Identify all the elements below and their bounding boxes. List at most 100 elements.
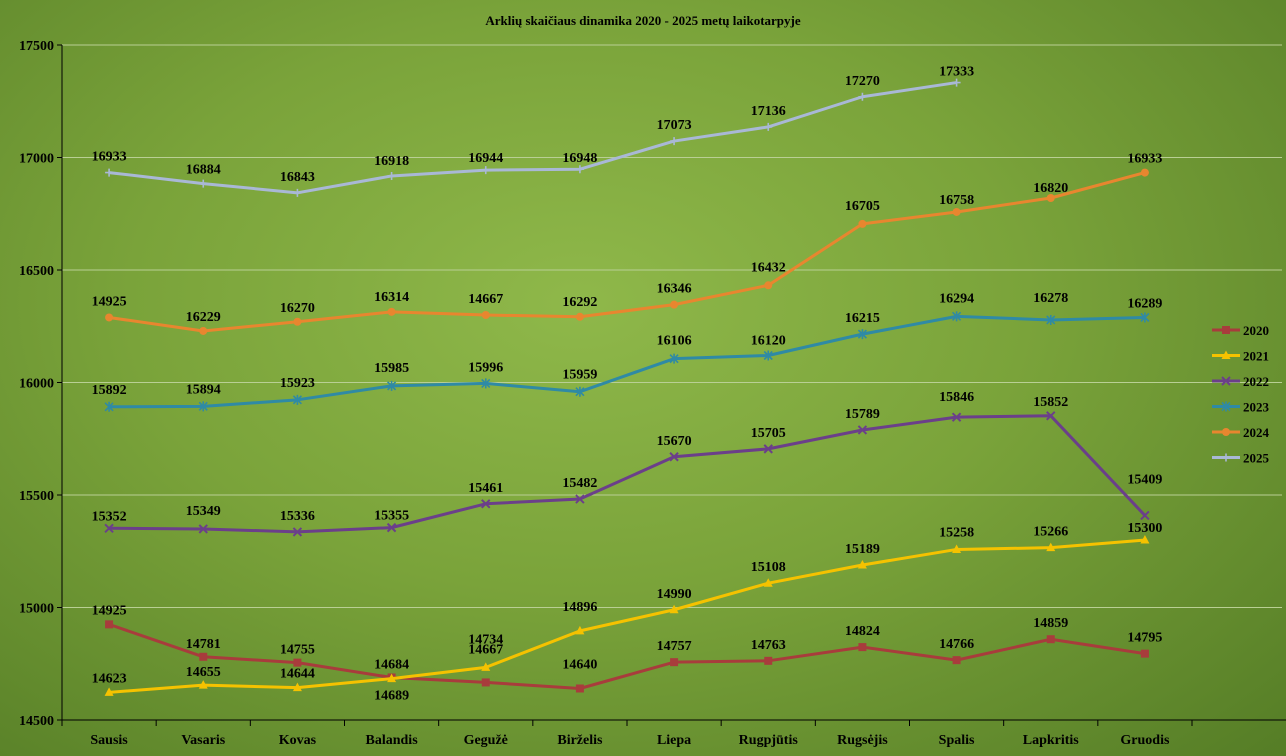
data-label: 15349	[186, 504, 221, 519]
data-point	[858, 92, 867, 101]
data-point	[952, 656, 961, 665]
data-point	[292, 527, 303, 537]
gridlines	[62, 44, 1282, 721]
data-label: 14655	[186, 665, 221, 680]
data-label: 16294	[939, 291, 974, 306]
data-label: 16215	[845, 311, 880, 326]
series-line	[109, 314, 1145, 409]
data-point	[763, 444, 773, 454]
data-point	[387, 171, 396, 180]
data-point	[1221, 401, 1231, 412]
data-point	[858, 643, 867, 652]
data-label: 14824	[845, 624, 880, 639]
data-label: 15789	[845, 407, 880, 422]
x-tick-label: Gruodis	[1120, 733, 1170, 748]
data-point	[105, 168, 114, 177]
data-point	[670, 137, 679, 146]
data-point	[1222, 326, 1230, 334]
data-label: 17270	[845, 74, 880, 89]
data-point	[1221, 350, 1231, 359]
series-2023	[104, 311, 1150, 412]
data-label: 14734	[468, 632, 503, 647]
data-label: 14925	[92, 603, 127, 618]
data-label: 16346	[657, 282, 692, 297]
data-point	[1140, 510, 1150, 521]
data-point	[1140, 312, 1150, 323]
legend-label: 2024	[1243, 425, 1270, 440]
data-label: 14859	[1033, 616, 1068, 631]
data-point	[952, 78, 961, 87]
data-label: 16278	[1033, 291, 1068, 306]
data-label: 16948	[562, 151, 597, 166]
data-point	[293, 658, 302, 667]
legend-item-2025: 2025	[1212, 451, 1270, 466]
data-point	[575, 312, 584, 321]
data-label: 14623	[92, 671, 127, 686]
data-point	[670, 658, 679, 667]
data-label: 14667	[468, 292, 503, 307]
data-label: 15336	[280, 509, 315, 524]
data-label: 14795	[1127, 631, 1162, 646]
data-label: 16314	[374, 290, 409, 305]
data-label: 16884	[186, 163, 221, 178]
data-point	[952, 207, 961, 216]
data-point	[104, 401, 114, 412]
data-label: 16292	[562, 295, 597, 310]
data-label: 14781	[186, 637, 221, 652]
data-point	[669, 452, 679, 462]
data-point	[858, 219, 867, 228]
data-label: 14757	[657, 639, 692, 654]
legend-label: 2020	[1243, 323, 1269, 338]
y-tick-label: 16000	[19, 377, 54, 392]
data-point	[857, 559, 867, 569]
series-line	[108, 171, 1146, 333]
legend-label: 2025	[1243, 451, 1270, 466]
series-2022	[104, 411, 1150, 537]
data-point	[952, 544, 962, 553]
data-label: 15355	[374, 509, 409, 524]
data-label: 16918	[374, 154, 409, 169]
data-label: 14644	[280, 667, 315, 682]
data-point	[199, 652, 208, 661]
data-point	[1140, 649, 1149, 658]
data-point	[387, 380, 397, 391]
data-point	[1046, 411, 1056, 421]
data-label: 15461	[468, 481, 503, 496]
data-point	[1046, 194, 1055, 202]
x-tick-label: Birželis	[557, 733, 603, 748]
data-point	[669, 604, 679, 614]
data-point	[1221, 376, 1231, 386]
data-point	[198, 524, 208, 534]
data-label: 16106	[657, 334, 692, 349]
data-point	[481, 166, 490, 175]
data-point	[1046, 542, 1056, 552]
legend-item-2022: 2022	[1212, 374, 1269, 389]
data-point	[1222, 453, 1230, 462]
y-tick-label: 15000	[19, 602, 54, 617]
data-label: 15892	[92, 383, 127, 398]
data-label: 17073	[657, 118, 692, 133]
data-point	[575, 684, 584, 693]
data-label: 15189	[845, 542, 880, 557]
data-point	[669, 353, 679, 364]
data-label: 15846	[939, 390, 974, 405]
x-tick-label: Lapkritis	[1023, 733, 1080, 748]
legend-label: 2022	[1243, 374, 1269, 389]
x-tick-label: Rugpjūtis	[739, 733, 799, 748]
legend-item-2020: 2020	[1212, 323, 1269, 338]
data-label: 14925	[92, 294, 127, 309]
data-point	[764, 281, 773, 290]
data-label: 16289	[1127, 296, 1162, 311]
data-label: 16120	[751, 334, 786, 349]
data-label: 15923	[280, 376, 315, 391]
legend-label: 2021	[1243, 349, 1269, 364]
data-point	[1222, 428, 1230, 436]
data-label: 15409	[1127, 472, 1162, 487]
data-label: 14684	[374, 658, 409, 673]
data-label: 14896	[562, 600, 597, 615]
data-label: 15852	[1033, 395, 1068, 410]
data-point	[293, 188, 302, 197]
data-point	[1140, 168, 1149, 177]
